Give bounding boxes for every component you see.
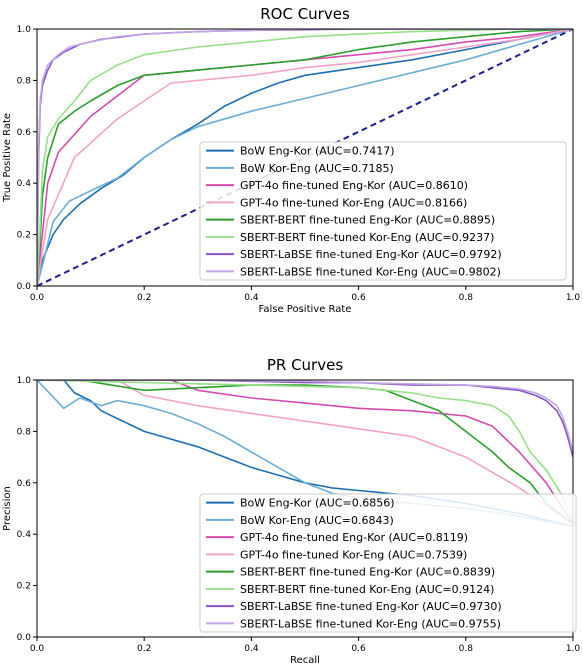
x-tick-label: 0.6	[351, 293, 366, 303]
series-line-6	[37, 380, 573, 522]
reference-diagonal-line	[37, 29, 573, 286]
legend: BoW Eng-Kor (AUC=0.7417) BoW Kor-Eng (AUC…	[199, 141, 567, 281]
x-axis-label: False Positive Rate	[259, 304, 352, 315]
x-tick-label: 0.4	[244, 644, 259, 654]
series-line-1	[37, 29, 573, 286]
legend-label: GPT-4o fine-tuned Eng-Kor (AUC=0.8119)	[240, 531, 468, 544]
chart-title: ROC Curves	[260, 5, 350, 23]
x-tick-label: 0.8	[459, 293, 474, 303]
series-line-8	[37, 380, 573, 453]
x-tick-label: 0.4	[244, 293, 259, 303]
legend-label: GPT-4o fine-tuned Eng-Kor (AUC=0.8610)	[240, 179, 468, 192]
x-axis-label: Recall	[290, 655, 320, 664]
plot-frame	[36, 28, 574, 287]
legend-label: BoW Eng-Kor (AUC=0.7417)	[240, 145, 394, 158]
x-tick-label: 0.0	[30, 644, 45, 654]
y-tick-label: 0.4	[17, 530, 32, 540]
y-tick-label: 0.2	[17, 231, 31, 241]
series-line-6	[37, 29, 573, 286]
legend-label: SBERT-BERT fine-tuned Kor-Eng (AUC=0.912…	[240, 583, 494, 596]
roc-chart: ROC Curves 0.0 0.2 0.4 0.6 0.8 1.0 0.0 0.2 0.4 0.6…	[2, 5, 580, 315]
legend-label: SBERT-LaBSE fine-tuned Kor-Eng (AUC=0.98…	[240, 265, 501, 278]
y-tick-label: 0.0	[17, 633, 32, 643]
curves	[37, 29, 573, 286]
y-tick-label: 0.0	[17, 282, 32, 292]
legend-label: SBERT-BERT fine-tuned Kor-Eng (AUC=0.923…	[240, 231, 494, 244]
y-tick-label: 0.8	[17, 427, 32, 437]
chart-title: PR Curves	[267, 356, 343, 374]
legend-label: GPT-4o fine-tuned Kor-Eng (AUC=0.8166)	[240, 196, 467, 209]
x-tick-label: 0.6	[351, 644, 366, 654]
series-line-5	[37, 29, 573, 286]
legend-box	[199, 141, 567, 281]
legend-label: SBERT-LaBSE fine-tuned Eng-Kor (AUC=0.97…	[240, 600, 502, 613]
y-tick-label: 0.8	[17, 76, 32, 86]
legend-label: BoW Kor-Eng (AUC=0.6843)	[240, 514, 394, 527]
series-line-2	[37, 29, 573, 286]
legend-label: SBERT-LaBSE fine-tuned Kor-Eng (AUC=0.97…	[240, 617, 501, 630]
legend: BoW Eng-Kor (AUC=0.6856) BoW Kor-Eng (AUC…	[199, 493, 577, 633]
x-tick-label: 0.0	[30, 293, 45, 303]
x-tick-label: 1.0	[566, 644, 581, 654]
y-tick-label: 0.6	[17, 128, 32, 138]
y-tick-label: 0.6	[17, 479, 32, 489]
legend-box	[199, 493, 577, 633]
y-tick-label: 0.2	[17, 582, 31, 592]
x-tick-label: 0.8	[459, 644, 474, 654]
legend-label: GPT-4o fine-tuned Kor-Eng (AUC=0.7539)	[240, 548, 467, 561]
x-tick-label: 1.0	[566, 293, 581, 303]
y-tick-label: 0.4	[17, 179, 32, 189]
y-tick-label: 1.0	[17, 25, 32, 35]
y-axis-label: Precision	[2, 486, 13, 531]
y-axis-label: True Positive Rate	[2, 113, 13, 203]
pr-chart: PR Curves 0.0 0.2 0.4 0.6 0.8 1.0 0.0 0.2 0.4 0.6 0…	[2, 356, 580, 664]
x-tick-label: 0.2	[137, 293, 151, 303]
legend-label: BoW Eng-Kor (AUC=0.6856)	[240, 497, 394, 510]
series-line-5	[37, 380, 573, 525]
y-tick-label: 1.0	[17, 376, 32, 386]
legend-label: SBERT-LaBSE fine-tuned Eng-Kor (AUC=0.97…	[240, 248, 502, 261]
legend-label: SBERT-BERT fine-tuned Eng-Kor (AUC=0.883…	[240, 566, 495, 579]
series-line-4	[37, 380, 573, 525]
series-line-7	[37, 380, 573, 458]
x-tick-label: 0.2	[137, 644, 151, 654]
legend-label: BoW Kor-Eng (AUC=0.7185)	[240, 162, 394, 175]
legend-label: SBERT-BERT fine-tuned Eng-Kor (AUC=0.889…	[240, 214, 495, 227]
series-line-4	[37, 29, 573, 286]
